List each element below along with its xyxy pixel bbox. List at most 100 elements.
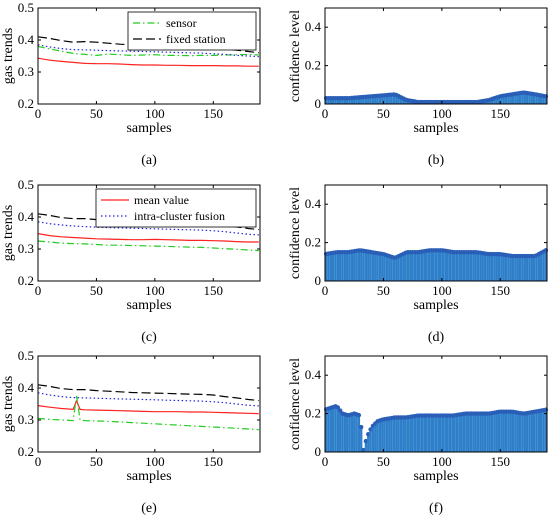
panel-label: (f) — [429, 501, 443, 516]
bar — [542, 410, 545, 452]
bar — [507, 255, 510, 281]
bar — [420, 415, 424, 452]
bar — [521, 413, 524, 452]
bar — [537, 254, 540, 281]
y-tick-label: 0.5 — [18, 177, 34, 192]
bar — [476, 413, 480, 452]
bar — [411, 252, 414, 281]
bar — [355, 97, 358, 104]
bar — [535, 411, 538, 452]
bar — [544, 250, 547, 281]
bar — [385, 255, 389, 281]
plot-frame — [324, 184, 548, 282]
x-tick-label: 100 — [145, 283, 165, 298]
panel-5: 0 50 100 150 0 0.2 0.4 samples confidence level (… — [288, 355, 549, 516]
series-line-0 — [37, 233, 259, 243]
series-line-2 — [37, 57, 259, 67]
y-axis-label: gas trends — [1, 28, 16, 84]
x-axis-label: samples — [413, 121, 458, 136]
bar — [392, 257, 396, 281]
bar — [388, 256, 391, 281]
x-tick-label: 150 — [491, 283, 511, 298]
panel-label: (e) — [141, 501, 157, 516]
bar — [402, 253, 405, 281]
x-axis-label: samples — [126, 121, 171, 136]
bar — [390, 256, 393, 281]
x-tick-label: 50 — [377, 106, 390, 121]
bar — [329, 98, 333, 104]
bar — [448, 251, 452, 281]
x-tick-label: 150 — [204, 106, 224, 121]
bar — [395, 94, 398, 104]
bar — [497, 411, 501, 452]
bar — [537, 411, 540, 452]
bar — [388, 94, 391, 104]
bar — [420, 251, 424, 281]
bar — [539, 410, 543, 452]
bar — [465, 252, 468, 281]
y-tick-label: 0.4 — [305, 367, 322, 382]
bar — [467, 413, 470, 452]
bar — [395, 417, 398, 452]
y-tick-label: 0.2 — [18, 444, 34, 459]
bar — [542, 251, 545, 281]
bar — [392, 417, 396, 452]
bar — [453, 415, 456, 452]
bar — [493, 254, 496, 281]
bar — [507, 411, 510, 452]
bar — [362, 96, 365, 104]
bar — [348, 415, 351, 452]
bar — [542, 95, 545, 104]
y-axis-label: confidence level — [288, 187, 303, 279]
bar — [511, 411, 515, 452]
bar — [418, 252, 421, 281]
bar — [364, 96, 368, 104]
bar — [523, 413, 526, 452]
bar — [423, 415, 426, 452]
x-tick-label: 0 — [35, 106, 42, 121]
bar — [462, 252, 466, 281]
bar — [451, 252, 454, 281]
y-tick-label: 0.3 — [18, 241, 34, 256]
bar — [460, 414, 463, 452]
bar — [528, 93, 531, 104]
bar — [474, 252, 477, 281]
bar — [518, 413, 522, 452]
bar — [353, 97, 356, 104]
bar — [511, 94, 515, 104]
x-tick-label: 150 — [491, 454, 511, 469]
x-tick-label: 0 — [35, 454, 42, 469]
bar — [376, 421, 379, 452]
bar — [374, 423, 377, 452]
bar — [334, 98, 337, 104]
bar — [488, 413, 491, 452]
bar — [528, 256, 531, 281]
bar — [390, 418, 393, 452]
y-tick-label: 0 — [315, 96, 322, 111]
legend-entry: intra-cluster fusion — [134, 209, 225, 223]
bar — [371, 96, 375, 104]
panel-label: (c) — [141, 330, 157, 345]
bar — [427, 415, 431, 452]
bar — [353, 413, 356, 452]
bar — [385, 95, 389, 104]
bar-point — [337, 408, 343, 413]
bar — [537, 95, 540, 104]
panel-label: (d) — [428, 330, 445, 345]
bar — [532, 256, 536, 281]
bar — [416, 252, 419, 281]
bar — [439, 415, 442, 452]
x-tick-label: 0 — [35, 283, 42, 298]
bar — [483, 253, 487, 281]
bar — [535, 255, 538, 281]
bar — [348, 98, 351, 104]
bar — [399, 97, 403, 104]
bar — [446, 251, 449, 281]
bar — [371, 252, 375, 281]
bar — [502, 254, 505, 281]
bar — [329, 407, 333, 452]
bar — [339, 410, 342, 452]
bar — [427, 250, 431, 281]
bar — [472, 252, 475, 281]
bar — [378, 420, 382, 452]
